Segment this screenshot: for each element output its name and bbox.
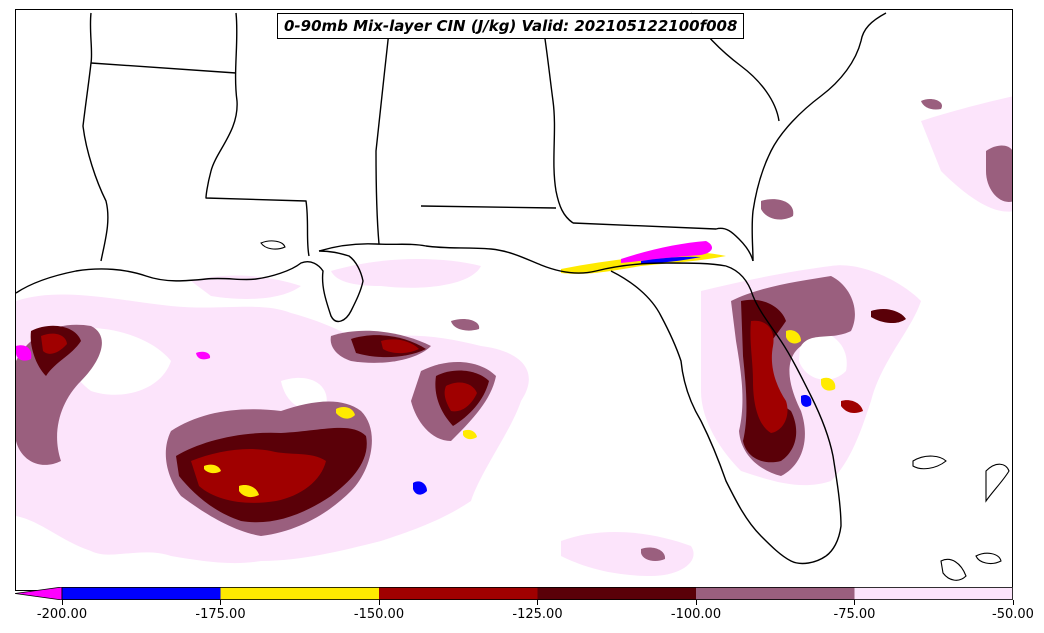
- coastline-texas-louisiana: [16, 250, 364, 323]
- colorbar-bin-2: [379, 587, 538, 600]
- cin-field-strongest: [16, 241, 812, 495]
- coastline-florida-east: [725, 265, 842, 557]
- map-boundaries: [16, 12, 887, 565]
- colorbar-tick-label: -150.00: [353, 607, 405, 622]
- colorbar-tick: [695, 600, 697, 605]
- coastline-gulf-states: [318, 243, 727, 274]
- border-alabama-florida: [420, 205, 557, 209]
- colorbar: [15, 587, 1013, 600]
- cin-field-light: [16, 96, 1012, 576]
- border-louisiana-mississippi: [205, 12, 310, 257]
- colorbar-bin-4: [696, 587, 855, 600]
- colorbar-bin-3: [537, 587, 696, 600]
- border-texas-louisiana: [82, 12, 109, 262]
- colorbar-tick: [378, 600, 380, 605]
- colorbar-tick: [537, 600, 538, 605]
- colorbar-tick: [220, 600, 221, 605]
- cin-field-red: [41, 320, 863, 503]
- colorbar-bin-1: [220, 587, 379, 600]
- border-mississippi-alabama: [375, 12, 392, 245]
- coastline-florida-west: [610, 270, 827, 565]
- colorbar-tick-label: -50.00: [992, 607, 1034, 622]
- coastline-atlantic: [751, 12, 887, 262]
- colorbar-bin-5: [854, 587, 1013, 600]
- colorbar-tick-label: -100.00: [670, 607, 722, 622]
- colorbar-tick-label: -175.00: [195, 607, 246, 622]
- colorbar-outline: [61, 587, 1013, 600]
- colorbar-tick-label: -125.00: [512, 607, 563, 622]
- colorbar-tick: [854, 600, 855, 605]
- colorbar-under-triangle: [15, 587, 63, 600]
- colorbar-tick: [1012, 600, 1014, 605]
- colorbar-tick-label: -200.00: [36, 607, 88, 622]
- border-arkansas-louisiana: [90, 62, 237, 74]
- cin-map: [16, 12, 1012, 581]
- map-panel: [15, 9, 1013, 591]
- border-georgia-florida: [572, 222, 754, 262]
- colorbar-tick: [61, 600, 63, 605]
- border-alabama-georgia: [540, 12, 574, 224]
- colorbar-tick-label: -75.00: [833, 607, 876, 622]
- colorbar-bin-0: [62, 587, 221, 600]
- map-title: 0-90mb Mix-layer CIN (J/kg) Valid: 20210…: [277, 13, 745, 39]
- map-islands: [260, 240, 1010, 581]
